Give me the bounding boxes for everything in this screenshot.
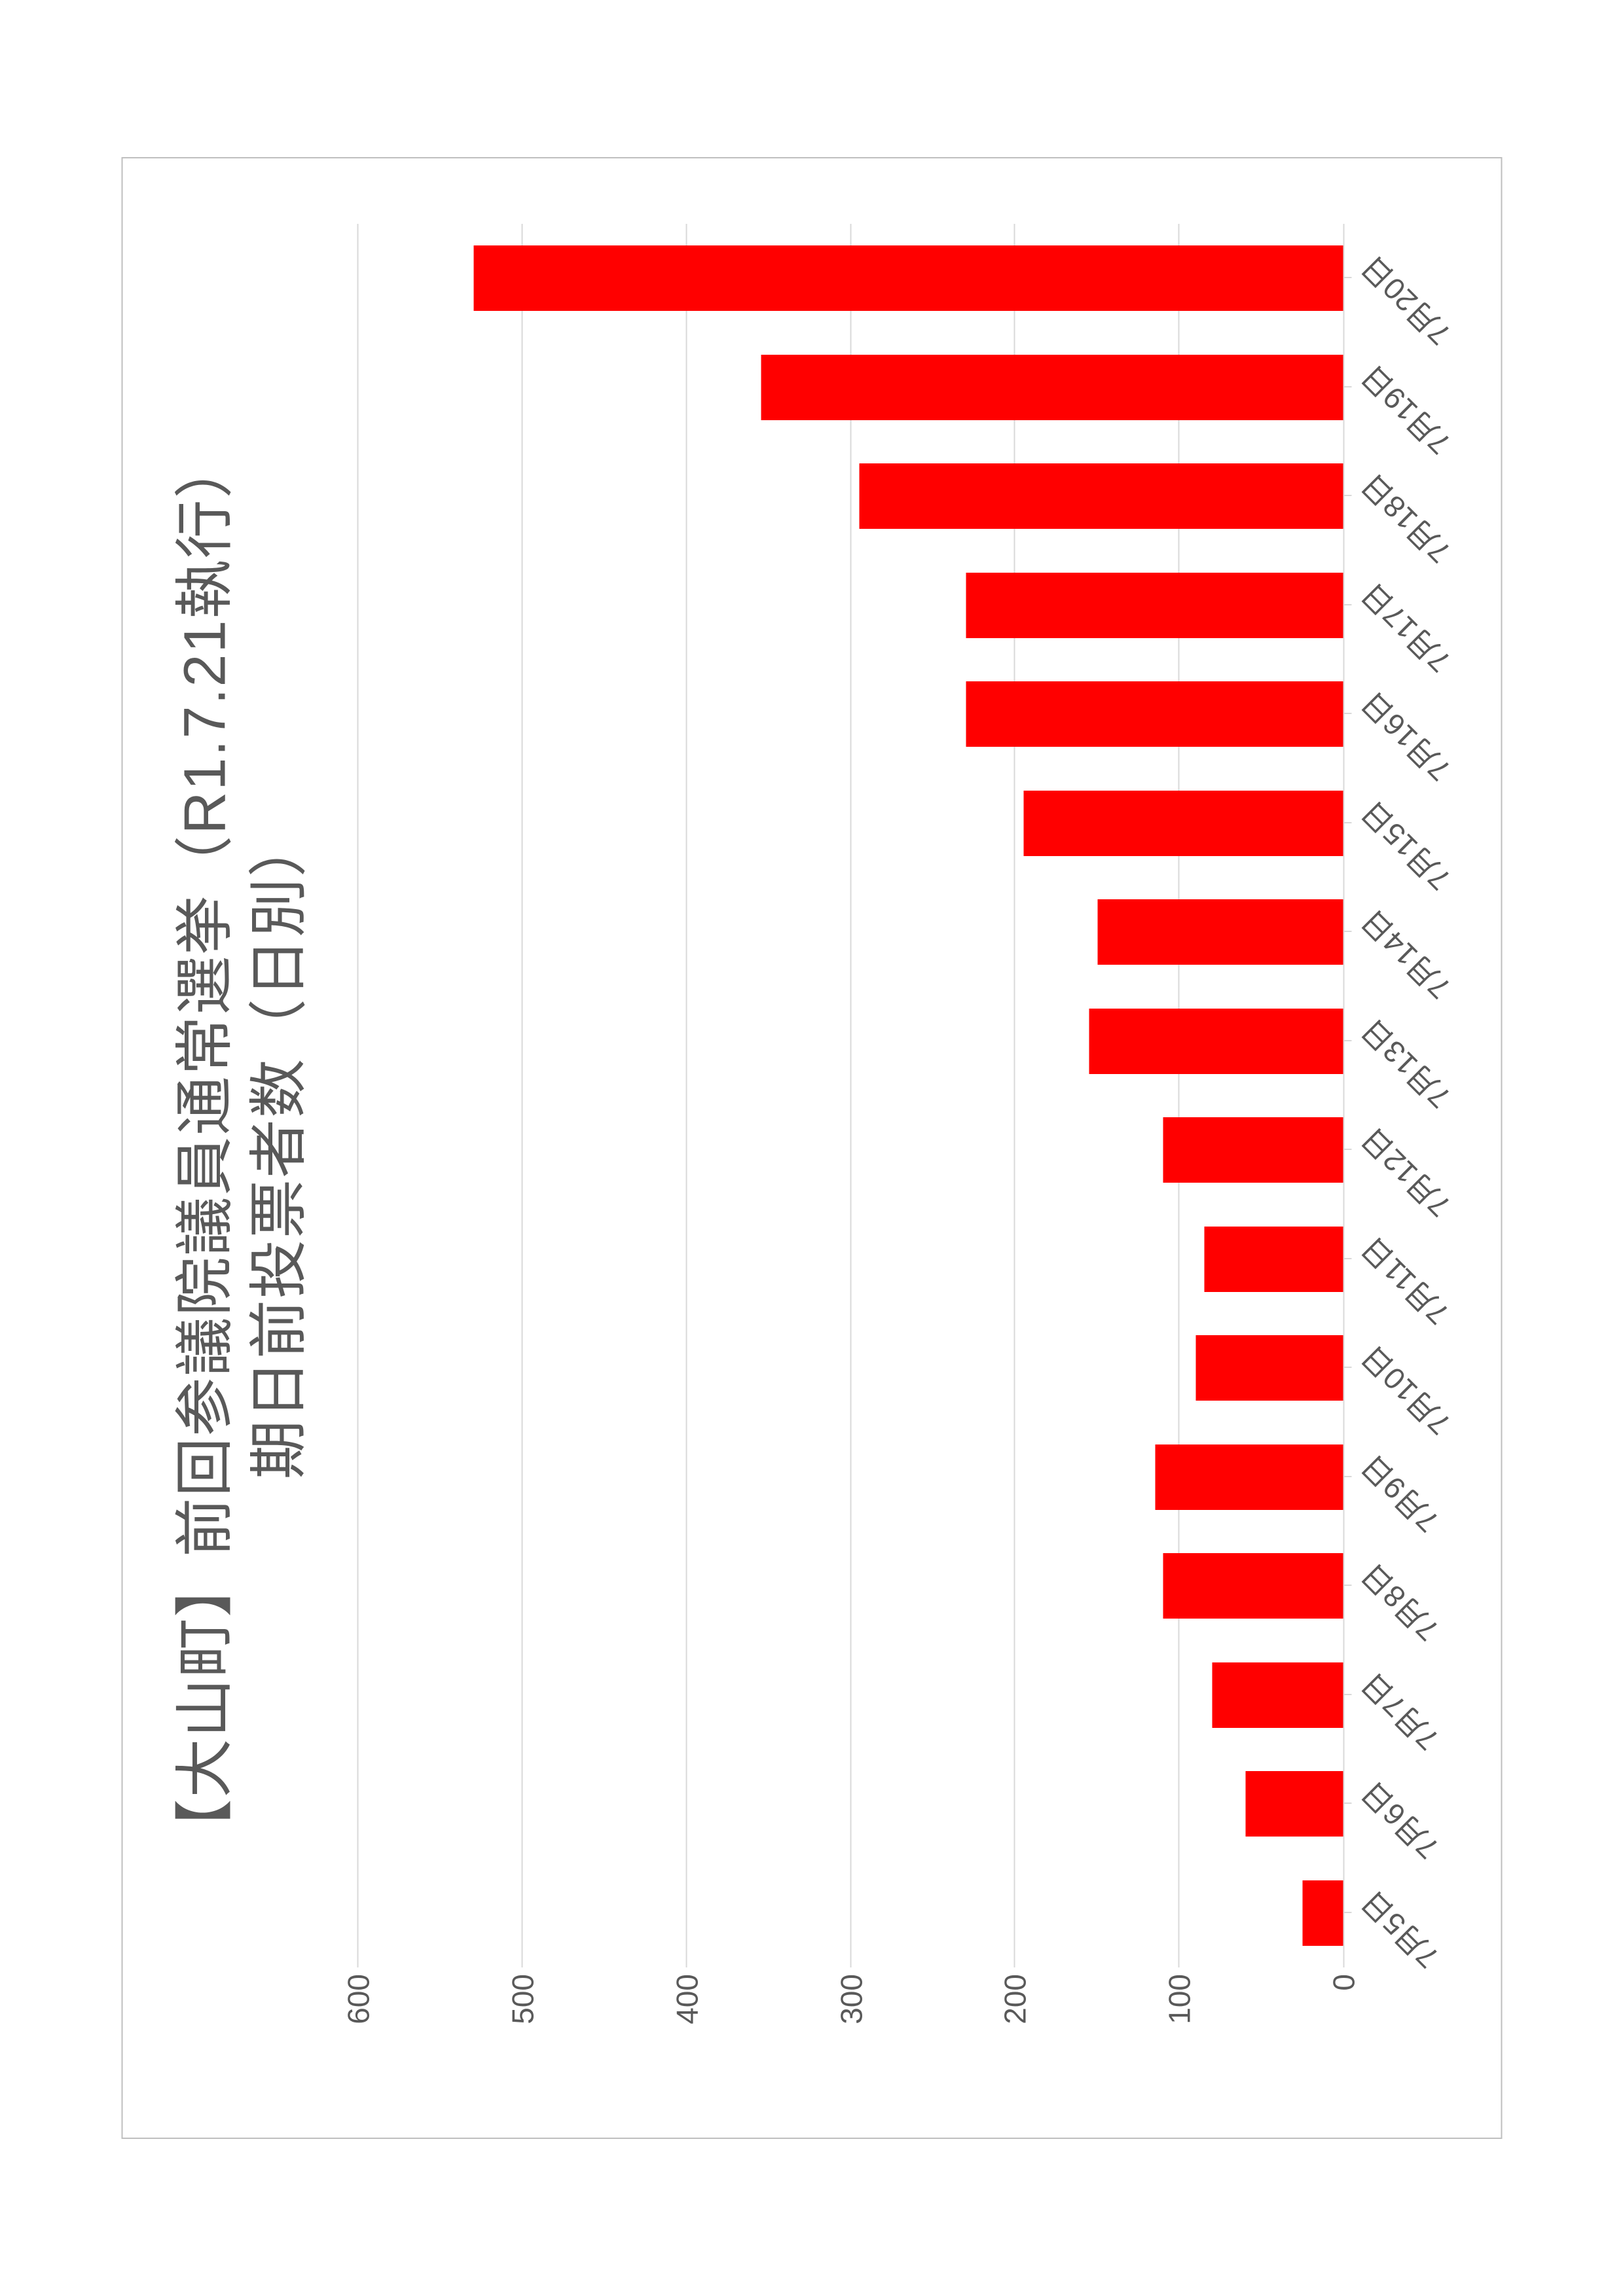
x-label-slot: 7月18日	[1350, 442, 1461, 551]
x-tick-label: 7月8日	[1350, 1556, 1447, 1653]
bar-slot	[358, 333, 1343, 442]
bar	[1245, 1771, 1344, 1837]
y-tick-label: 300	[833, 1974, 869, 2066]
x-label-slot: 7月11日	[1350, 1205, 1461, 1314]
bar	[473, 245, 1343, 311]
x-tick-label: 7月7日	[1350, 1664, 1447, 1761]
bar-slot	[358, 1859, 1343, 1968]
chart-title: 【大山町】前回参議院議員通常選挙（R1.7.21執行） 期日前投票者数（日別）	[168, 158, 316, 2138]
plot-area	[358, 224, 1343, 1967]
x-label-slot: 7月6日	[1350, 1749, 1461, 1859]
bar	[1302, 1880, 1343, 1946]
bar	[1089, 1009, 1343, 1074]
x-label-slot: 7月19日	[1350, 333, 1461, 442]
bar	[966, 681, 1343, 747]
x-label-slot: 7月9日	[1350, 1423, 1461, 1532]
x-label-slot: 7月7日	[1350, 1641, 1461, 1750]
bar-slot	[358, 551, 1343, 660]
y-tick-label: 200	[997, 1974, 1032, 2066]
bar-slot	[358, 224, 1343, 333]
y-axis: 0100200300400500600	[358, 1974, 1343, 2066]
bar-slot	[358, 1423, 1343, 1532]
bars	[358, 224, 1343, 1967]
x-label-slot: 7月5日	[1350, 1859, 1461, 1968]
x-axis-labels: 7月5日7月6日7月7日7月8日7月9日7月10日7月11日7月12日7月13日…	[1350, 224, 1461, 1967]
x-label-slot: 7月8日	[1350, 1532, 1461, 1641]
page: 【大山町】前回参議院議員通常選挙（R1.7.21執行） 期日前投票者数（日別） …	[0, 0, 1623, 2296]
bar-slot	[358, 1314, 1343, 1423]
x-tick-label: 7月6日	[1350, 1774, 1447, 1871]
x-label-slot: 7月17日	[1350, 551, 1461, 660]
x-label-slot: 7月12日	[1350, 1096, 1461, 1205]
bar	[966, 573, 1343, 638]
y-tick-label: 0	[1326, 1974, 1361, 2066]
x-label-slot: 7月16日	[1350, 660, 1461, 769]
bar	[1163, 1553, 1343, 1619]
y-tick-label: 100	[1161, 1974, 1197, 2066]
y-tick-label: 400	[669, 1974, 704, 2066]
x-label-slot: 7月14日	[1350, 878, 1461, 987]
bar	[761, 355, 1343, 420]
bar-slot	[358, 1641, 1343, 1750]
chart-title-line2: 期日前投票者数（日別）	[242, 158, 316, 2138]
y-tick-label: 600	[340, 1974, 376, 2066]
bar-slot	[358, 878, 1343, 987]
x-tick-label: 7月5日	[1350, 1882, 1447, 1979]
bar-slot	[358, 1096, 1343, 1205]
x-label-slot: 7月10日	[1350, 1314, 1461, 1423]
y-tick-label: 500	[505, 1974, 540, 2066]
bar-slot	[358, 660, 1343, 769]
bar	[1163, 1117, 1343, 1183]
bar	[1097, 899, 1343, 965]
x-label-slot: 7月13日	[1350, 987, 1461, 1096]
x-label-slot: 7月15日	[1350, 769, 1461, 878]
x-axis: 7月5日7月6日7月7日7月8日7月9日7月10日7月11日7月12日7月13日…	[1350, 224, 1461, 1967]
bar	[1204, 1227, 1343, 1292]
bar	[1195, 1335, 1343, 1401]
x-label-slot: 7月20日	[1350, 224, 1461, 333]
bar-slot	[358, 442, 1343, 551]
bar-slot	[358, 1749, 1343, 1859]
bar-slot	[358, 987, 1343, 1096]
chart-title-line1: 【大山町】前回参議院議員通常選挙（R1.7.21執行）	[168, 158, 242, 2138]
bar	[1155, 1444, 1343, 1510]
bar-slot	[358, 1532, 1343, 1641]
bar-slot	[358, 769, 1343, 878]
x-tick-label: 7月9日	[1350, 1446, 1447, 1543]
chart: 【大山町】前回参議院議員通常選挙（R1.7.21執行） 期日前投票者数（日別） …	[122, 158, 1501, 2138]
bar	[1212, 1662, 1343, 1728]
x-axis-line	[1343, 224, 1344, 1967]
chart-panel: 【大山町】前回参議院議員通常選挙（R1.7.21執行） 期日前投票者数（日別） …	[121, 157, 1502, 2139]
bar-slot	[358, 1205, 1343, 1314]
bar	[859, 463, 1343, 529]
bar	[1023, 791, 1343, 856]
